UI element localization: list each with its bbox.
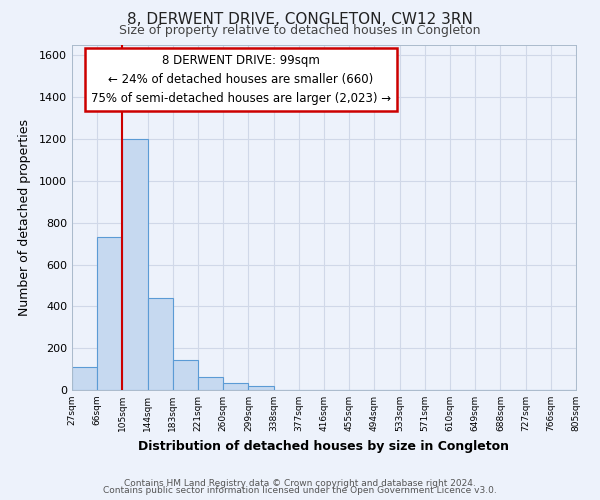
X-axis label: Distribution of detached houses by size in Congleton: Distribution of detached houses by size …: [139, 440, 509, 452]
Bar: [148, 298, 173, 390]
Bar: [72, 367, 97, 390]
Text: 8, DERWENT DRIVE, CONGLETON, CW12 3RN: 8, DERWENT DRIVE, CONGLETON, CW12 3RN: [127, 12, 473, 28]
Bar: [97, 238, 122, 390]
Bar: [248, 386, 274, 390]
Text: Contains public sector information licensed under the Open Government Licence v3: Contains public sector information licen…: [103, 486, 497, 495]
Text: Size of property relative to detached houses in Congleton: Size of property relative to detached ho…: [119, 24, 481, 37]
Bar: [223, 382, 248, 390]
Text: 8 DERWENT DRIVE: 99sqm
← 24% of detached houses are smaller (660)
75% of semi-de: 8 DERWENT DRIVE: 99sqm ← 24% of detached…: [91, 54, 391, 104]
Y-axis label: Number of detached properties: Number of detached properties: [17, 119, 31, 316]
Bar: [198, 378, 223, 390]
Bar: [173, 360, 198, 390]
Text: Contains HM Land Registry data © Crown copyright and database right 2024.: Contains HM Land Registry data © Crown c…: [124, 478, 476, 488]
Bar: [122, 139, 148, 390]
